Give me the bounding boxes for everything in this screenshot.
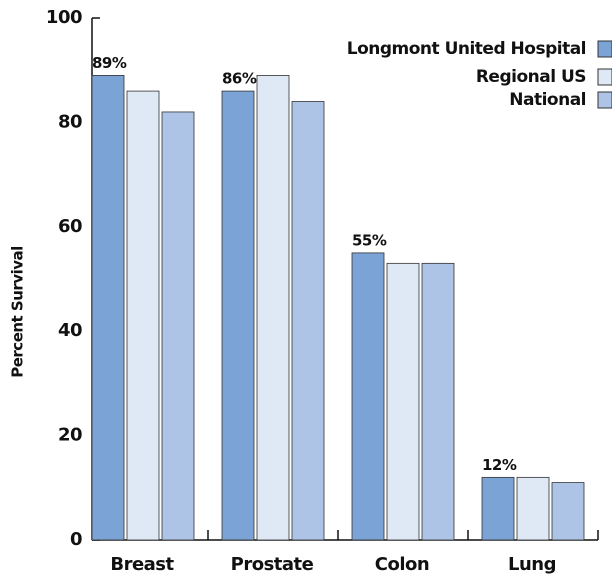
bar: [126, 90, 160, 541]
bar: [551, 482, 585, 541]
legend-label: National: [509, 90, 586, 110]
bar: [161, 111, 195, 541]
legend-swatch: [597, 68, 612, 86]
x-tick-label: Lung: [508, 554, 556, 575]
bar: [221, 90, 255, 541]
value-label: 89%: [92, 54, 127, 72]
legend-label: Longmont United Hospital: [347, 39, 586, 59]
bar: [421, 262, 455, 541]
value-label: 55%: [352, 231, 387, 249]
bar: [481, 476, 515, 541]
y-tick-label: 80: [58, 111, 82, 132]
bar: [351, 252, 385, 541]
y-axis-label: Percent Survival: [9, 246, 27, 378]
y-tick-label: 20: [58, 425, 82, 446]
bar: [386, 262, 420, 541]
x-tick-label: Breast: [110, 554, 174, 575]
value-label: 12%: [482, 456, 517, 474]
bar: [516, 476, 550, 541]
legend-swatch: [597, 40, 612, 58]
bar: [291, 101, 325, 541]
x-tick-label: Prostate: [231, 554, 314, 575]
legend-swatch: [597, 91, 612, 109]
y-tick-label: 60: [58, 216, 82, 237]
bar: [91, 75, 125, 541]
value-label: 86%: [222, 70, 257, 88]
legend-label: Regional US: [476, 67, 586, 87]
x-tick-label: Colon: [375, 554, 429, 575]
y-tick-label: 100: [46, 7, 82, 28]
y-tick-label: 0: [70, 529, 82, 550]
y-tick-label: 40: [58, 320, 82, 341]
bar: [256, 75, 290, 541]
